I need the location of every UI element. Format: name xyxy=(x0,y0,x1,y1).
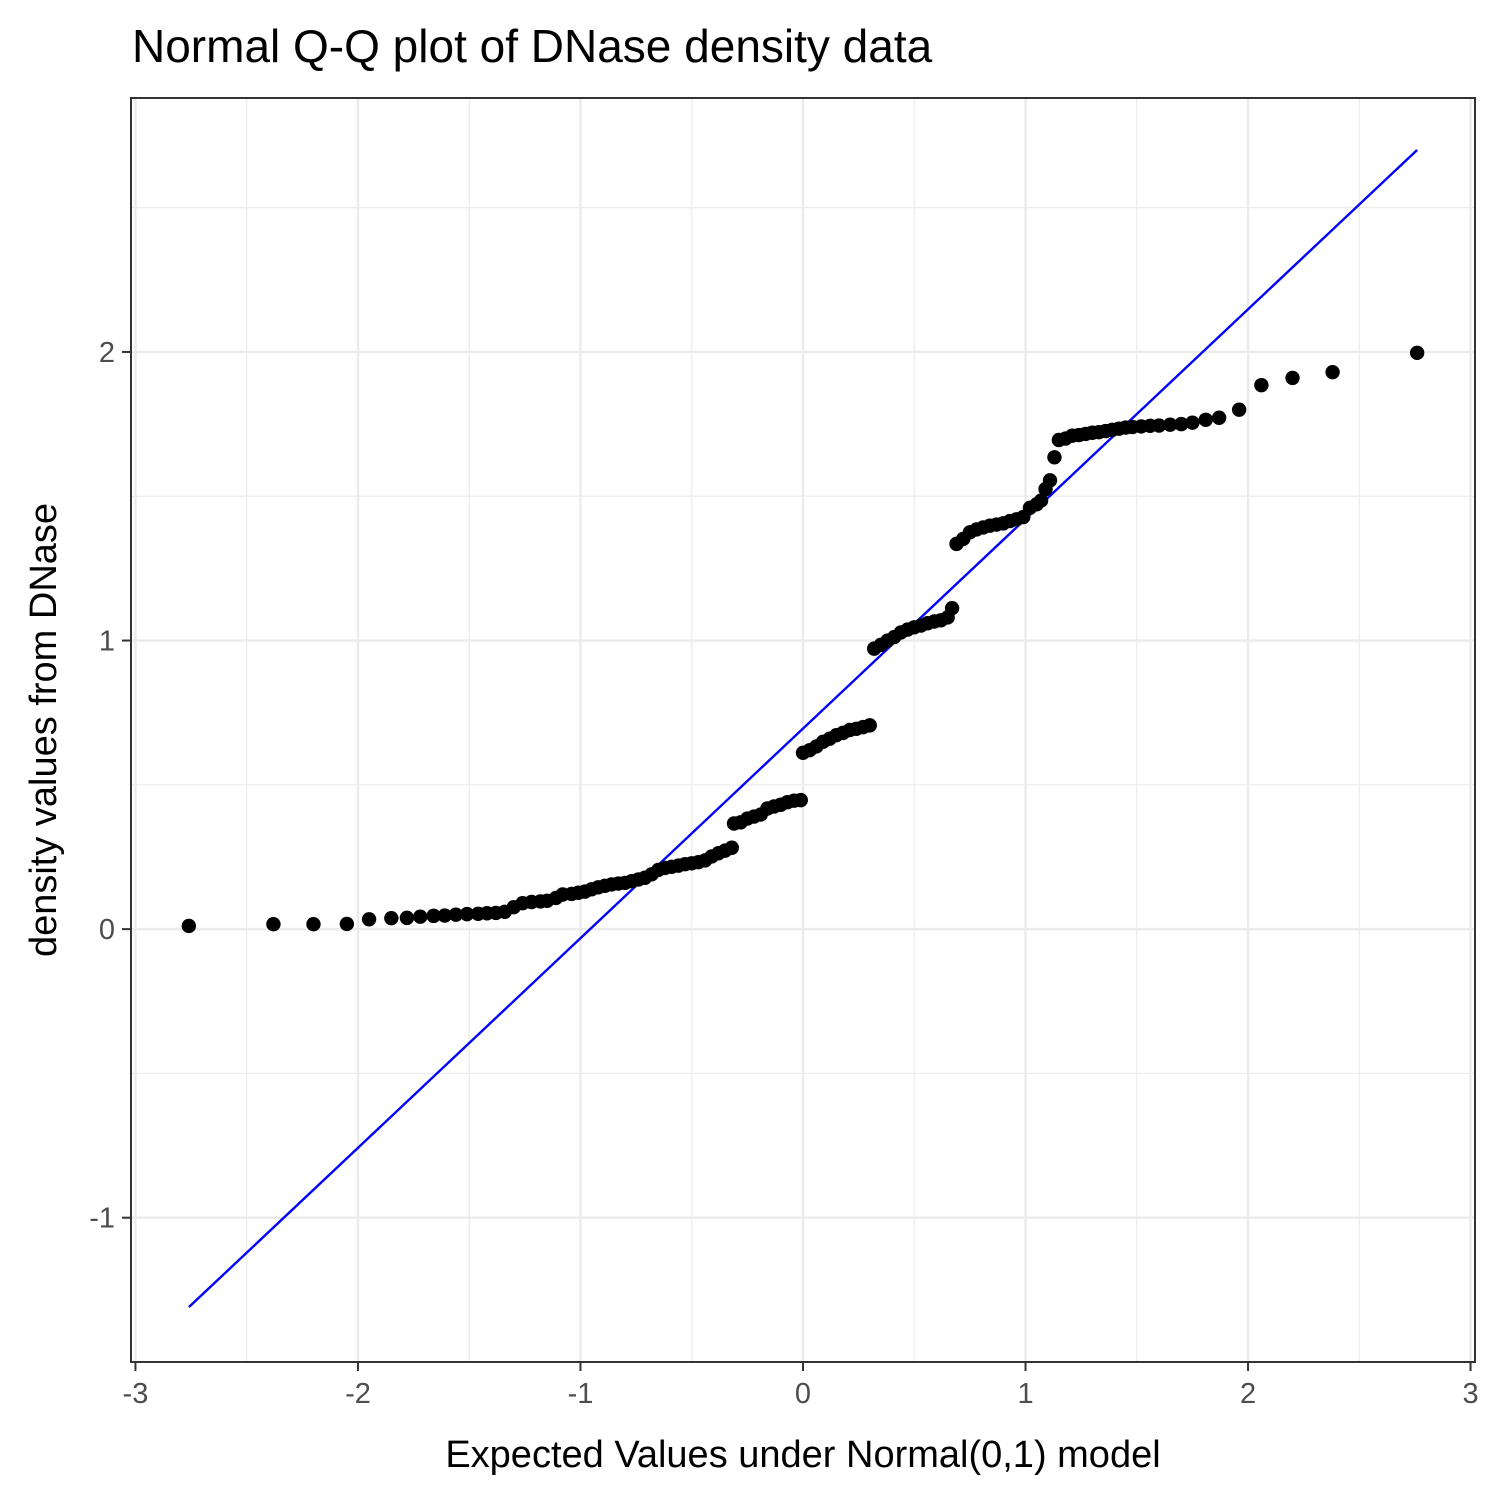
data-point xyxy=(361,912,377,927)
data-point xyxy=(1185,415,1200,430)
x-axis: -3 -2 -1 0 1 2 3 xyxy=(123,1362,1479,1410)
x-tick-label: 0 xyxy=(795,1378,811,1410)
data-point xyxy=(1231,402,1247,417)
data-points xyxy=(181,345,1425,934)
data-point xyxy=(181,918,197,934)
data-point xyxy=(1033,493,1049,508)
x-axis-title: Expected Values under Normal(0,1) model xyxy=(445,1434,1160,1476)
x-tick-label: 3 xyxy=(1462,1378,1478,1410)
data-point xyxy=(862,718,877,733)
data-point xyxy=(1162,417,1178,432)
y-tick-label: -1 xyxy=(89,1203,115,1235)
data-point xyxy=(1174,416,1189,432)
y-tick-label: 2 xyxy=(99,337,115,369)
y-tick-label: 1 xyxy=(99,626,115,658)
data-point xyxy=(266,917,281,932)
data-point xyxy=(793,792,808,808)
y-axis-title: density values from DNase xyxy=(23,503,65,957)
data-point xyxy=(399,910,415,926)
x-tick-label: -2 xyxy=(345,1378,371,1410)
data-point xyxy=(1211,410,1227,425)
data-point xyxy=(944,601,960,616)
data-point xyxy=(413,909,428,924)
x-tick-label: 2 xyxy=(1240,1378,1256,1410)
reference-line-group xyxy=(188,149,1418,1309)
data-point xyxy=(384,910,399,926)
data-point xyxy=(1325,364,1340,380)
y-tick-label: 0 xyxy=(99,914,115,946)
data-point xyxy=(437,908,452,923)
data-point xyxy=(1254,377,1269,393)
data-point xyxy=(1151,418,1167,433)
data-point xyxy=(306,917,321,932)
qq-reference-line xyxy=(188,149,1418,1309)
data-point xyxy=(1198,412,1213,427)
data-point xyxy=(724,840,739,855)
chart-title: Normal Q-Q plot of DNase density data xyxy=(132,20,933,72)
data-point xyxy=(448,907,464,922)
y-axis: -1 0 1 2 xyxy=(89,337,131,1235)
data-point xyxy=(426,908,441,924)
x-tick-label: -3 xyxy=(123,1378,149,1410)
data-point xyxy=(459,906,475,922)
data-point xyxy=(339,916,355,932)
data-point xyxy=(1285,370,1300,386)
data-point xyxy=(1047,450,1062,465)
x-tick-label: -1 xyxy=(568,1378,594,1410)
data-point xyxy=(1409,345,1425,361)
grid-lines xyxy=(131,98,1475,1363)
x-tick-label: 1 xyxy=(1017,1378,1033,1410)
data-point xyxy=(1042,473,1058,488)
